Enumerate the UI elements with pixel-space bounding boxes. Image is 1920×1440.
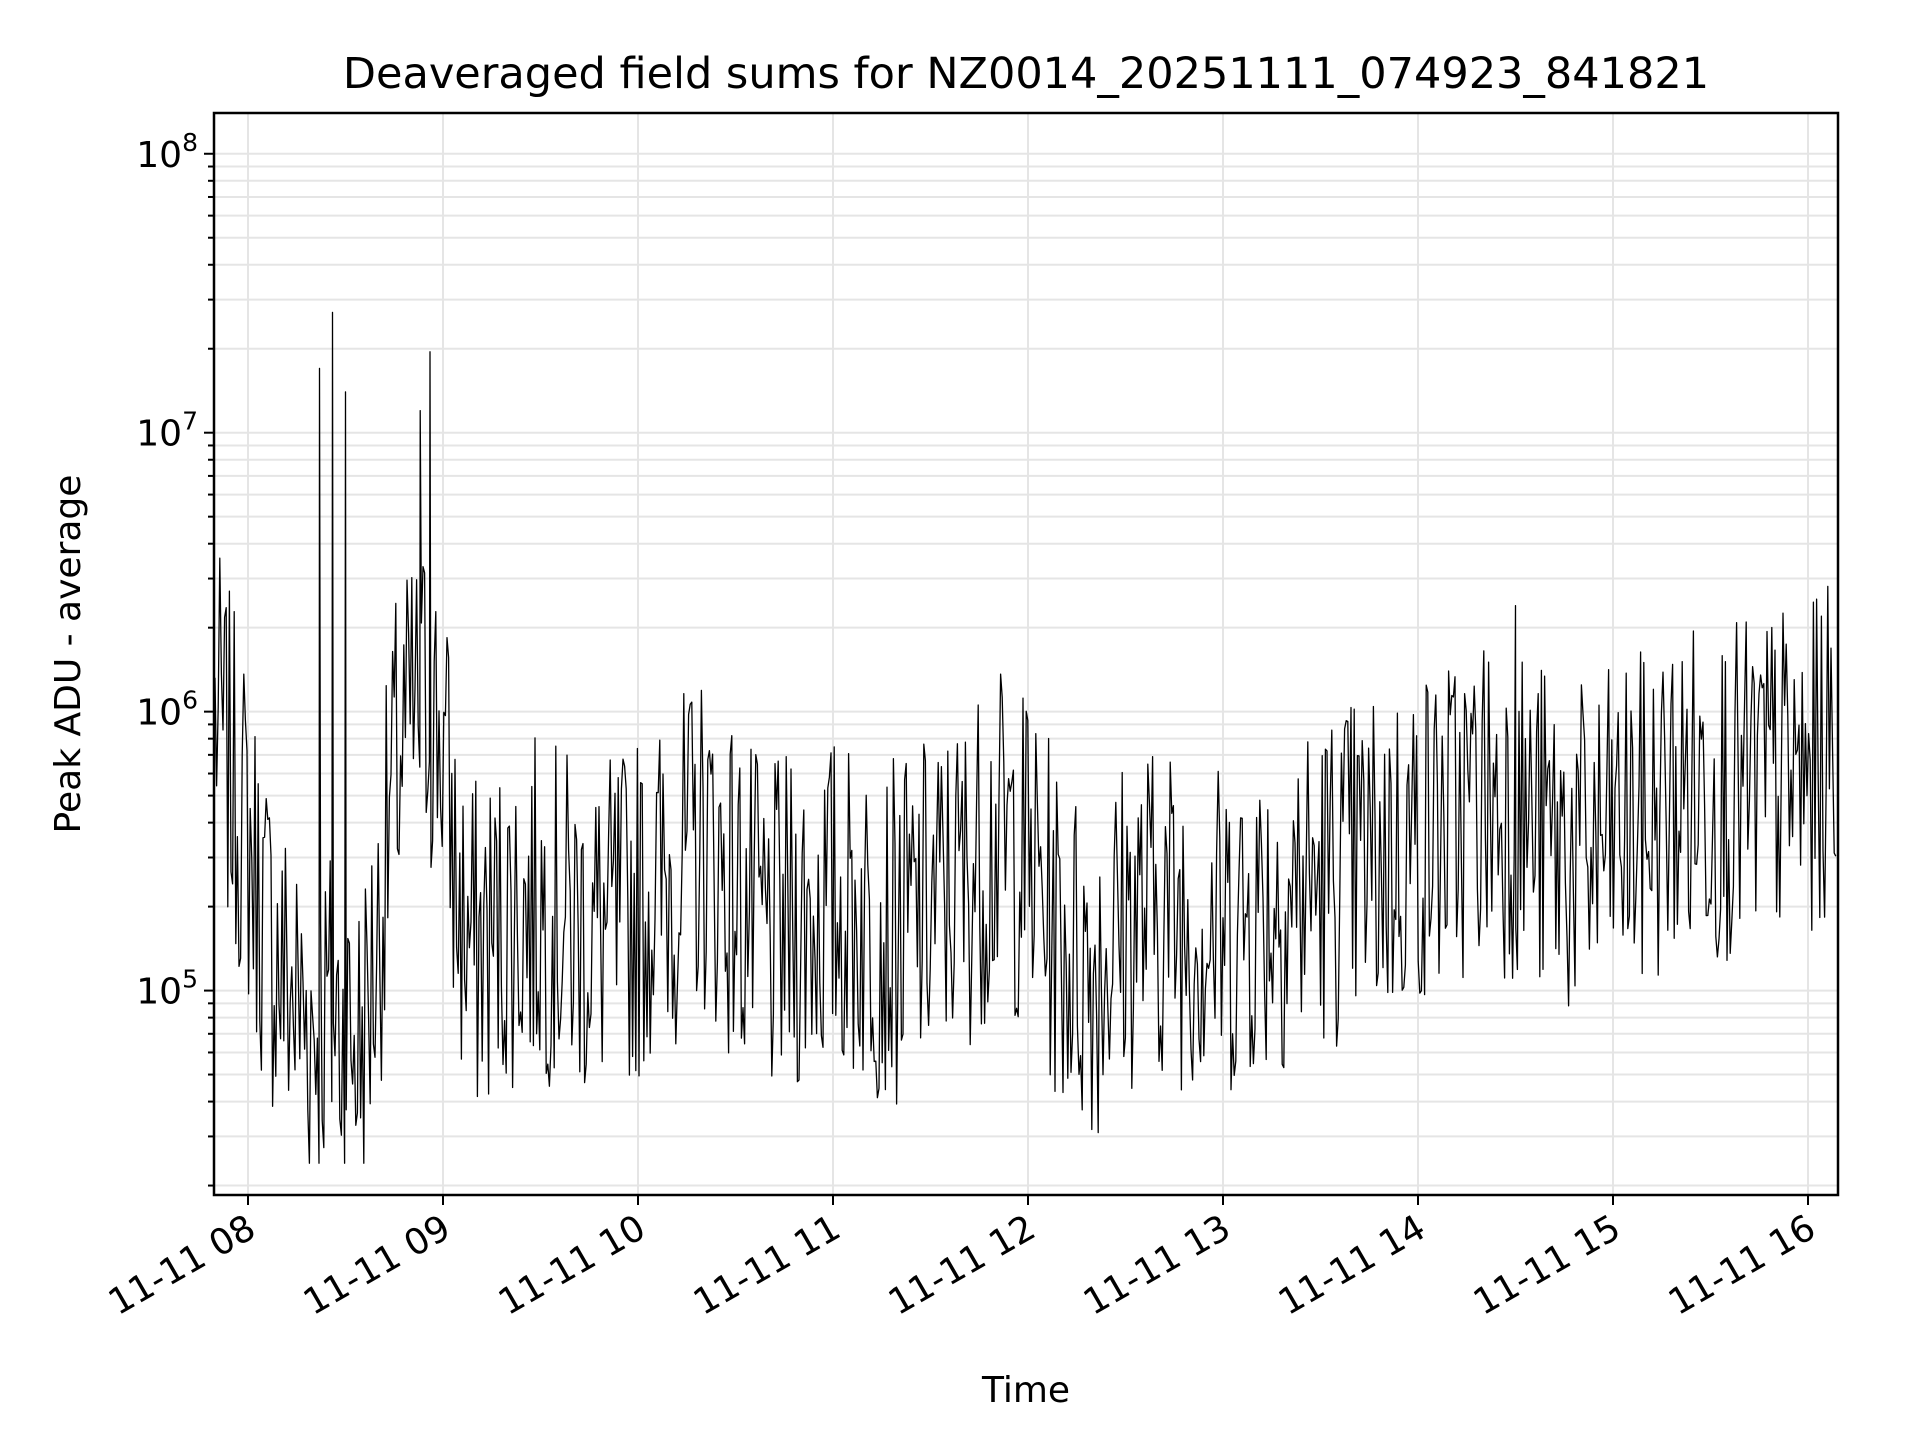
data-series [214, 311, 1837, 1164]
y-tick-label: 107 [136, 407, 198, 455]
series-line [214, 311, 1837, 1164]
x-axis-label: Time [981, 1370, 1070, 1411]
plot-frame [212, 111, 1840, 1197]
grid [214, 113, 1838, 1195]
chart-title: Deaveraged field sums for NZ0014_2025111… [343, 49, 1709, 99]
y-tick-label: 108 [136, 128, 198, 176]
y-tick-label: 105 [136, 965, 198, 1013]
y-tick-label: 106 [136, 686, 198, 734]
y-axis-label: Peak ADU - average [48, 475, 89, 834]
